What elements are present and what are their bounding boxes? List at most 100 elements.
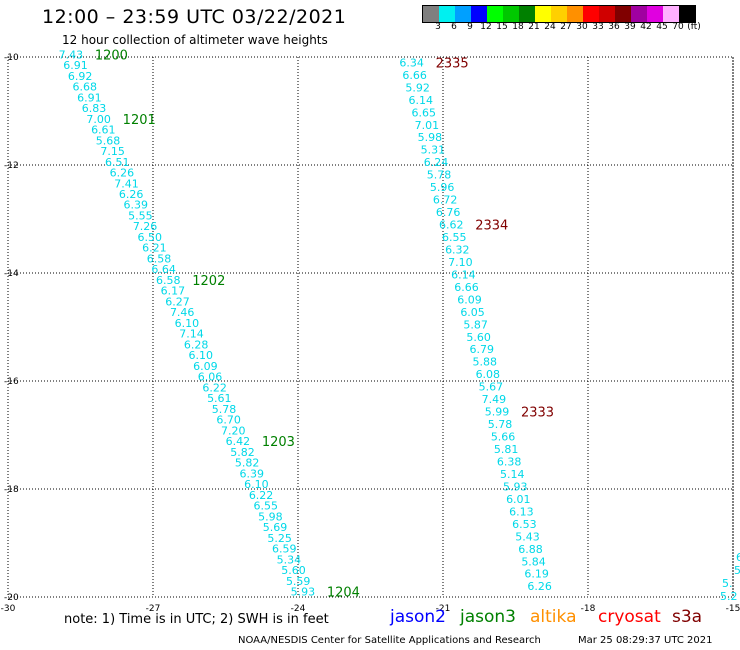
wave-height-value: 7.00 <box>86 113 111 126</box>
wave-height-value: 5.59 <box>286 575 311 588</box>
color-scale-legend <box>422 5 696 23</box>
wave-height-value: 5.43 <box>515 530 540 543</box>
map-subtitle: 12 hour collection of altimeter wave hei… <box>62 33 328 47</box>
wave-height-value: 6.39 <box>124 199 149 212</box>
scale-label: 70 <box>672 22 684 32</box>
mission-s3a: s3a <box>672 607 703 627</box>
lon-tick-label: -24 <box>291 604 306 614</box>
wave-height-value: 6.19 <box>524 568 549 581</box>
wave-height-value: 6.10 <box>175 317 200 330</box>
wave-height-value: 6.26 <box>119 188 144 201</box>
wave-height-value: 6.08 <box>476 368 501 381</box>
mission-jason2: jason2 <box>390 607 446 627</box>
wave-height-value: 6.09 <box>457 293 482 306</box>
pass-time-label: 1202 <box>192 274 225 289</box>
wave-height-value: 5.98 <box>418 131 443 144</box>
scale-label: 39 <box>624 22 636 32</box>
wave-height-value: 5.25 <box>267 532 292 545</box>
pass-time-label: 2333 <box>521 406 554 421</box>
wave-height-value: 7.49 <box>482 393 507 406</box>
scale-swatch <box>679 6 695 22</box>
scale-swatch <box>519 6 535 22</box>
wave-height-value: 5.98 <box>258 510 283 523</box>
wave-height-value: 5 <box>734 564 740 577</box>
wave-height-value: 6.55 <box>442 231 467 244</box>
wave-height-value: 7.01 <box>415 119 440 132</box>
wave-height-value: 6.58 <box>147 252 172 265</box>
scale-swatch <box>615 6 631 22</box>
wave-height-value: 6.34 <box>399 56 424 69</box>
wave-height-value: 5.68 <box>96 134 121 147</box>
wave-height-value: 6.26 <box>110 167 135 180</box>
wave-height-value: 6.66 <box>454 281 479 294</box>
wave-height-value: 5.34 <box>277 553 302 566</box>
wave-height-value: 6.13 <box>509 505 534 518</box>
scale-label: 30 <box>576 22 588 32</box>
scale-swatch <box>551 6 567 22</box>
wave-height-value: 6.68 <box>73 81 98 94</box>
wave-height-value: 6.70 <box>216 414 241 427</box>
wave-height-value: 5.82 <box>230 446 255 459</box>
scale-swatch <box>455 6 471 22</box>
wave-height-value: 5.81 <box>494 443 519 456</box>
lon-tick-label: -30 <box>1 604 16 614</box>
wave-height-value: 5.88 <box>473 356 498 369</box>
wave-height-value: 6.27 <box>165 295 190 308</box>
wave-height-value: 6.01 <box>506 493 531 506</box>
wave-height-value: 6.22 <box>249 489 274 502</box>
scale-swatch <box>535 6 551 22</box>
wave-height-value: 6.92 <box>68 70 93 83</box>
wave-height-value: 6.88 <box>518 543 543 556</box>
scale-swatch <box>631 6 647 22</box>
scale-swatch <box>599 6 615 22</box>
mission-cryosat: cryosat <box>598 607 661 627</box>
lat-tick-label: -20 <box>4 593 19 603</box>
lon-tick-label: -21 <box>436 604 451 614</box>
wave-height-value: 6.58 <box>156 274 181 287</box>
wave-height-value: 5.78 <box>212 403 237 416</box>
wave-height-value: 5.78 <box>488 418 513 431</box>
wave-height-value: 5.93 <box>291 586 316 599</box>
lat-tick-label: -10 <box>4 53 19 63</box>
wave-height-value: 5.14 <box>500 468 525 481</box>
wave-height-value: 6.14 <box>451 268 476 281</box>
wave-height-value: 5.66 <box>491 431 516 444</box>
wave-height-value: 7.14 <box>179 328 204 341</box>
wave-height-value: 5.31 <box>421 144 446 157</box>
wave-height-value: 6.91 <box>63 59 88 72</box>
scale-label: 27 <box>560 22 572 32</box>
lat-tick-label: -18 <box>4 485 19 495</box>
wave-height-value: 5.60 <box>281 564 306 577</box>
wave-height-value: 6.28 <box>184 338 209 351</box>
map-title: 12:00 – 23:59 UTC 03/22/2021 <box>42 6 347 28</box>
wave-height-value: 6.06 <box>198 371 223 384</box>
wave-height-value: 7.20 <box>221 424 246 437</box>
lat-tick-label: -16 <box>4 377 19 387</box>
wave-height-value: 6.32 <box>445 243 470 256</box>
wave-height-value: 5.99 <box>485 406 510 419</box>
lon-tick-label: -18 <box>581 604 596 614</box>
wave-height-value: 6.76 <box>436 206 461 219</box>
pass-time-label: 1204 <box>327 586 360 601</box>
wave-height-value: 5.96 <box>430 181 455 194</box>
wave-height-value: 6.66 <box>402 69 427 82</box>
wave-height-value: 6.21 <box>142 242 167 255</box>
scale-swatch <box>663 6 679 22</box>
wave-height-value: 6.24 <box>424 156 449 169</box>
credit-line: NOAA/NESDIS Center for Satellite Applica… <box>238 635 541 646</box>
scale-label: (ft) <box>687 22 701 32</box>
scale-label: 36 <box>608 22 620 32</box>
scale-label: 15 <box>496 22 508 32</box>
scale-label: 45 <box>656 22 668 32</box>
wave-height-value: 6.55 <box>253 500 278 513</box>
wave-height-value: 7.41 <box>114 177 139 190</box>
scale-label: 21 <box>528 22 540 32</box>
wave-height-value: 6.64 <box>151 263 176 276</box>
wave-height-value: 6.51 <box>105 156 130 169</box>
scale-label: 6 <box>451 22 457 32</box>
wave-height-value: 5.69 <box>263 521 288 534</box>
scale-swatch <box>503 6 519 22</box>
pass-time-label: 2334 <box>475 219 508 234</box>
wave-height-value: 6.72 <box>433 194 458 207</box>
scale-swatch <box>583 6 599 22</box>
